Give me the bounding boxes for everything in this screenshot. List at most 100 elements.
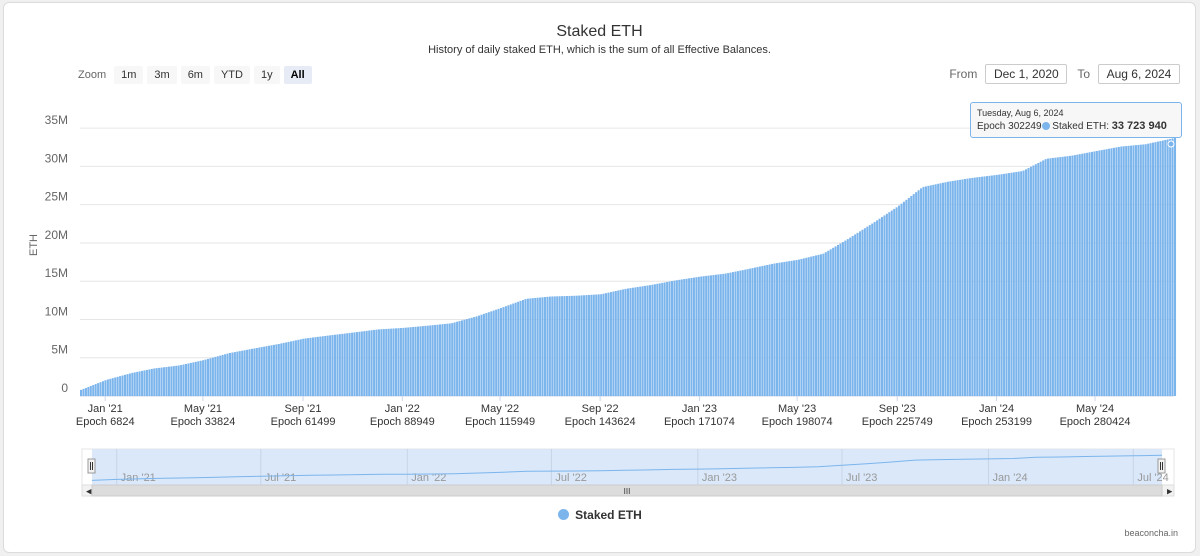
bar[interactable] <box>1056 157 1059 396</box>
bar[interactable] <box>1012 172 1015 396</box>
bar[interactable] <box>509 304 512 396</box>
bar[interactable] <box>500 307 503 396</box>
bar[interactable] <box>148 369 151 396</box>
bar[interactable] <box>182 364 185 396</box>
zoom-button-3m[interactable]: 3m <box>147 66 177 84</box>
bar[interactable] <box>316 336 319 396</box>
bar[interactable] <box>817 254 820 396</box>
bar[interactable] <box>644 285 647 396</box>
bar[interactable] <box>526 298 529 396</box>
bar[interactable] <box>250 348 253 396</box>
bar[interactable] <box>1095 150 1098 396</box>
bar[interactable] <box>504 306 507 396</box>
bar[interactable] <box>370 330 373 396</box>
bar[interactable] <box>116 376 119 396</box>
bar[interactable] <box>141 370 144 396</box>
bar[interactable] <box>1076 154 1079 396</box>
bar[interactable] <box>165 366 168 396</box>
bar[interactable] <box>1049 158 1052 396</box>
bar[interactable] <box>961 179 964 396</box>
bar[interactable] <box>1122 146 1125 396</box>
bar[interactable] <box>197 361 200 396</box>
bar[interactable] <box>724 273 727 396</box>
bar[interactable] <box>783 261 786 396</box>
bar[interactable] <box>780 262 783 396</box>
bar[interactable] <box>1071 155 1074 396</box>
zoom-button-all[interactable]: All <box>283 66 312 84</box>
bar[interactable] <box>978 177 981 396</box>
bar[interactable] <box>595 294 598 396</box>
bar[interactable] <box>890 210 893 396</box>
bar[interactable] <box>1137 144 1140 396</box>
bar[interactable] <box>150 368 153 396</box>
bar[interactable] <box>1088 152 1091 396</box>
bar[interactable] <box>575 295 578 396</box>
bar[interactable] <box>844 240 847 396</box>
bar[interactable] <box>617 290 620 396</box>
bar[interactable] <box>1061 156 1064 396</box>
bar[interactable] <box>553 296 556 396</box>
bar[interactable] <box>934 184 937 396</box>
bar[interactable] <box>802 258 805 396</box>
bar[interactable] <box>883 215 886 396</box>
bar[interactable] <box>1142 144 1145 396</box>
bar[interactable] <box>136 371 139 396</box>
bar[interactable] <box>580 295 583 396</box>
bar[interactable] <box>568 295 571 396</box>
bar[interactable] <box>106 379 109 396</box>
bar[interactable] <box>1156 141 1159 396</box>
bar[interactable] <box>619 289 622 396</box>
bar[interactable] <box>695 277 698 396</box>
bar[interactable] <box>902 201 905 396</box>
bar[interactable] <box>143 370 146 396</box>
bar[interactable] <box>87 386 90 396</box>
bar[interactable] <box>578 295 581 396</box>
bar[interactable] <box>854 234 857 396</box>
bar[interactable] <box>614 291 617 396</box>
bar[interactable] <box>1032 165 1035 396</box>
bar[interactable] <box>932 184 935 396</box>
bar[interactable] <box>666 281 669 396</box>
bar[interactable] <box>966 178 969 396</box>
bar[interactable] <box>819 254 822 396</box>
bar[interactable] <box>1103 149 1106 396</box>
bar[interactable] <box>646 285 649 396</box>
bar[interactable] <box>387 328 390 396</box>
bar[interactable] <box>1069 155 1072 396</box>
bar[interactable] <box>490 311 493 396</box>
bar[interactable] <box>304 338 307 396</box>
bar[interactable] <box>209 358 212 396</box>
bar[interactable] <box>954 180 957 396</box>
legend-item-staked-eth[interactable]: Staked ETH <box>575 508 642 522</box>
bar[interactable] <box>697 276 700 396</box>
bar[interactable] <box>163 367 166 396</box>
bar[interactable] <box>558 296 561 396</box>
bar[interactable] <box>810 256 813 396</box>
bar[interactable] <box>673 280 676 396</box>
bar[interactable] <box>536 297 539 396</box>
bar[interactable] <box>871 223 874 396</box>
bar[interactable] <box>907 197 910 396</box>
bar[interactable] <box>436 324 439 396</box>
bar[interactable] <box>272 344 275 396</box>
bar[interactable] <box>453 322 456 396</box>
bar[interactable] <box>331 335 334 396</box>
bar[interactable] <box>878 218 881 396</box>
bar[interactable] <box>668 281 671 396</box>
bar[interactable] <box>1066 156 1069 396</box>
bar[interactable] <box>253 348 256 396</box>
bar[interactable] <box>771 263 774 396</box>
bar[interactable] <box>360 331 363 396</box>
bar[interactable] <box>324 335 327 396</box>
bar[interactable] <box>609 292 612 396</box>
bar[interactable] <box>973 177 976 396</box>
bar[interactable] <box>414 326 417 396</box>
bar[interactable] <box>1169 138 1172 396</box>
bar[interactable] <box>688 278 691 396</box>
bar[interactable] <box>277 343 280 396</box>
bar[interactable] <box>785 261 788 396</box>
bar[interactable] <box>280 343 283 396</box>
bar[interactable] <box>634 287 637 396</box>
bar[interactable] <box>404 327 407 396</box>
bar[interactable] <box>84 387 87 396</box>
